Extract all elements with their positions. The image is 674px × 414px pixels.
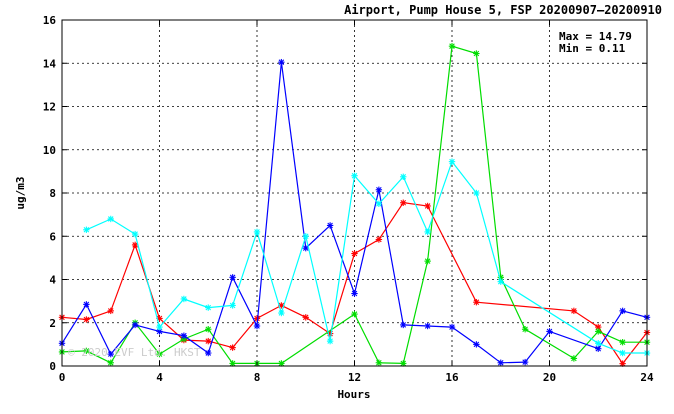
- data-point: [448, 158, 456, 165]
- data-point: [156, 350, 163, 358]
- data-point: [326, 222, 334, 229]
- x-tick-label: 16: [445, 371, 459, 384]
- data-point: [619, 349, 626, 357]
- data-point: [131, 230, 139, 238]
- data-point: [83, 226, 90, 233]
- data-point: [424, 322, 431, 330]
- data-point: [448, 42, 456, 50]
- data-point: [375, 200, 383, 208]
- x-tick-label: 12: [348, 371, 361, 384]
- data-point: [180, 332, 188, 339]
- data-point: [448, 323, 456, 331]
- data-point: [424, 228, 431, 236]
- max-stat: Max = 14.79: [559, 30, 632, 43]
- data-point: [570, 307, 578, 315]
- data-point: [229, 302, 236, 309]
- data-point: [497, 278, 504, 285]
- data-point: [351, 310, 358, 318]
- data-point: [107, 307, 114, 315]
- data-point: [229, 344, 236, 351]
- data-point: [253, 228, 261, 236]
- y-tick-label: 16: [43, 14, 57, 27]
- series-line: [61, 45, 647, 365]
- data-point: [473, 189, 480, 197]
- y-tick-label: 2: [49, 317, 56, 330]
- data-point: [595, 340, 602, 347]
- data-point: [278, 309, 285, 317]
- data-point: [83, 301, 90, 308]
- data-point: [619, 339, 626, 346]
- data-point: [302, 233, 309, 240]
- data-point: [107, 359, 114, 366]
- data-point: [351, 290, 358, 297]
- data-point: [619, 360, 626, 367]
- data-point: [400, 360, 407, 367]
- data-point: [107, 215, 114, 223]
- data-point: [424, 257, 431, 265]
- data-point: [205, 304, 212, 311]
- y-tick-label: 0: [49, 360, 56, 373]
- data-point: [521, 326, 529, 333]
- data-point: [253, 322, 261, 330]
- data-point: [278, 360, 285, 367]
- chart-title: Airport, Pump House 5, FSP 20200907–2020…: [344, 3, 662, 17]
- x-tick-label: 4: [156, 371, 163, 384]
- data-point: [351, 250, 358, 257]
- y-tick-label: 12: [43, 101, 56, 114]
- data-point: [424, 202, 431, 210]
- data-point: [473, 299, 480, 306]
- data-point: [156, 323, 163, 331]
- min-stat: Min = 0.11: [559, 42, 626, 55]
- data-point: [400, 173, 407, 180]
- series-line: [86, 160, 647, 354]
- x-tick-label: 8: [254, 371, 261, 384]
- data-point: [521, 358, 529, 366]
- data-point: [570, 355, 578, 362]
- y-axis-label: ug/m3: [14, 176, 27, 209]
- x-tick-label: 0: [59, 371, 66, 384]
- x-tick-label: 20: [543, 371, 556, 384]
- data-point: [351, 172, 358, 179]
- data-point: [83, 347, 90, 355]
- y-tick-label: 14: [43, 57, 57, 70]
- y-tick-label: 8: [49, 187, 56, 200]
- data-point: [375, 186, 383, 193]
- data-point: [229, 274, 236, 281]
- data-point: [131, 321, 139, 329]
- data-point: [83, 316, 90, 323]
- data-point: [400, 199, 407, 206]
- data-point: [546, 328, 553, 335]
- y-tick-label: 4: [49, 274, 56, 287]
- series-line: [61, 62, 648, 364]
- data-point: [205, 349, 212, 357]
- data-point: [400, 321, 407, 329]
- data-point: [619, 307, 626, 315]
- data-point: [375, 359, 383, 366]
- data-point: [131, 241, 139, 249]
- watermark: © 2020 EVF Ltd. HKST: [68, 346, 201, 359]
- x-tick-label: 24: [640, 371, 654, 384]
- data-point: [205, 326, 212, 333]
- data-point: [473, 50, 480, 57]
- data-point: [595, 345, 602, 352]
- x-axis-label: Hours: [337, 388, 370, 401]
- y-tick-label: 6: [49, 230, 56, 243]
- data-point: [278, 58, 285, 66]
- data-point: [497, 359, 504, 366]
- data-point: [302, 244, 309, 252]
- data-point: [473, 341, 480, 348]
- data-point: [326, 337, 334, 345]
- data-point: [180, 295, 188, 303]
- data-point: [205, 337, 212, 345]
- data-point: [302, 314, 309, 321]
- data-point: [107, 350, 114, 358]
- y-tick-label: 10: [43, 144, 56, 157]
- data-point: [595, 328, 602, 335]
- data-point: [375, 236, 383, 243]
